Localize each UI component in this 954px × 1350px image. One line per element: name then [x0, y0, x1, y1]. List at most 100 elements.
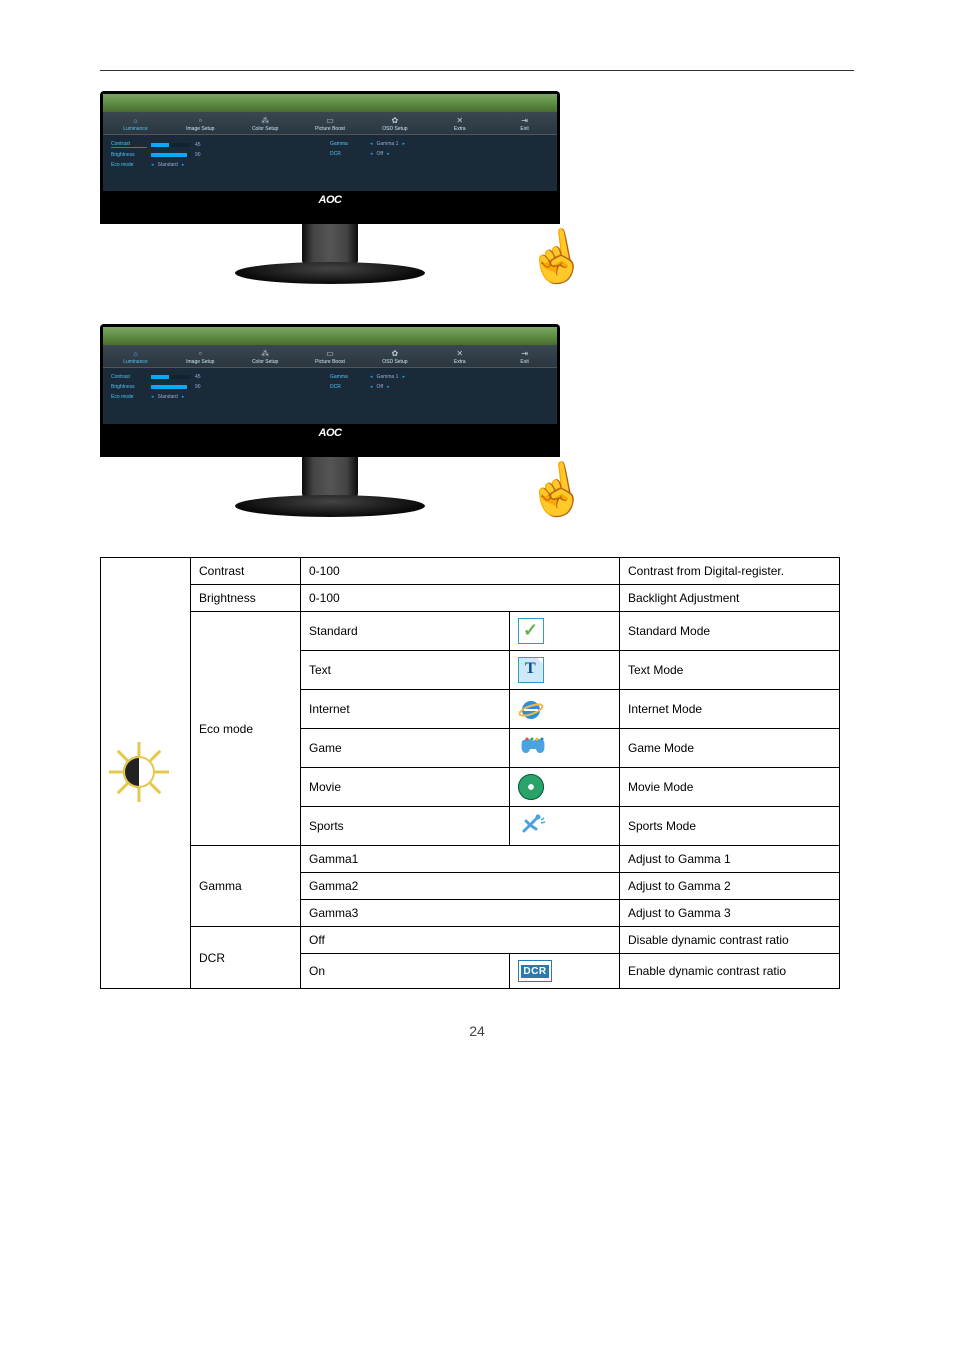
- palette-icon: ⁂: [233, 349, 298, 359]
- stand-base: [235, 262, 425, 284]
- tab-osd-setup[interactable]: ✿OSD Setup: [362, 345, 427, 367]
- tab-picture-boost[interactable]: ▭Picture Boost: [298, 112, 363, 134]
- tab-luminance[interactable]: ☼Luminance: [103, 345, 168, 367]
- tab-label: OSD Setup: [382, 359, 407, 365]
- screen: ☼Luminance ▫Image Setup ⁂Color Setup ▭Pi…: [103, 327, 557, 424]
- cell-desc: Enable dynamic contrast ratio: [620, 954, 840, 989]
- cell-icon: [510, 690, 620, 729]
- cell-icon: [510, 768, 620, 807]
- slider[interactable]: [151, 375, 191, 379]
- tab-color-setup[interactable]: ⁂Color Setup: [233, 345, 298, 367]
- cell-option: Gamma3: [301, 900, 620, 927]
- tab-label: Picture Boost: [315, 126, 345, 132]
- cell-desc: Text Mode: [620, 651, 840, 690]
- cell-desc: Disable dynamic contrast ratio: [620, 927, 840, 954]
- right-arrow-icon[interactable]: ▸: [402, 141, 405, 147]
- label: Eco mode: [111, 394, 147, 400]
- label: Brightness: [111, 384, 147, 390]
- value: Off: [377, 151, 384, 157]
- cell-category: DCR: [191, 927, 301, 989]
- cell-option: 0-100: [301, 558, 620, 585]
- slider[interactable]: [151, 153, 191, 157]
- wallpaper: [103, 94, 557, 112]
- cell-desc: Contrast from Digital-register.: [620, 558, 840, 585]
- left-arrow-icon[interactable]: ◂: [370, 141, 373, 147]
- value: Off: [377, 384, 384, 390]
- window-icon: ▭: [298, 116, 363, 126]
- value: Standard: [158, 394, 178, 400]
- tab-image-setup[interactable]: ▫Image Setup: [168, 345, 233, 367]
- monitor-figure-1: ☼Luminance ▫Image Setup ⁂Color Setup ▭Pi…: [100, 91, 560, 284]
- cell-category: Contrast: [191, 558, 301, 585]
- cell-icon: [510, 807, 620, 846]
- right-arrow-icon[interactable]: ▸: [387, 384, 390, 390]
- stand-neck: [302, 224, 358, 266]
- internet-icon: [518, 696, 544, 722]
- value: 45: [195, 142, 201, 148]
- right-arrow-icon[interactable]: ▸: [182, 394, 185, 400]
- right-arrow-icon[interactable]: ▸: [182, 162, 185, 168]
- slider[interactable]: [151, 143, 191, 147]
- tab-label: Color Setup: [252, 359, 278, 365]
- row-contrast[interactable]: Contrast 45: [111, 141, 330, 148]
- cell-option: Standard: [301, 612, 510, 651]
- tab-label: Picture Boost: [315, 359, 345, 365]
- runner-icon: [518, 813, 544, 839]
- tab-picture-boost[interactable]: ▭Picture Boost: [298, 345, 363, 367]
- cell-icon: [510, 612, 620, 651]
- right-arrow-icon[interactable]: ▸: [387, 151, 390, 157]
- gear-icon: ✿: [362, 116, 427, 126]
- row-dcr[interactable]: DCR ◂ Off ▸: [330, 151, 549, 157]
- left-arrow-icon[interactable]: ◂: [370, 374, 373, 380]
- cell-option: Gamma1: [301, 846, 620, 873]
- row-ecomode[interactable]: Eco mode ◂ Standard ▸: [111, 394, 330, 400]
- right-arrow-icon[interactable]: ▸: [402, 374, 405, 380]
- row-brightness[interactable]: Brightness 90: [111, 384, 330, 390]
- cell-option: 0-100: [301, 585, 620, 612]
- left-arrow-icon[interactable]: ◂: [370, 384, 373, 390]
- tab-label: Luminance: [123, 126, 147, 132]
- tab-image-setup[interactable]: ▫Image Setup: [168, 112, 233, 134]
- cell-desc: Sports Mode: [620, 807, 840, 846]
- slider-fill: [151, 385, 187, 389]
- slider-fill: [151, 143, 169, 147]
- row-gamma[interactable]: Gamma ◂ Gamma 1 ▸: [330, 141, 549, 147]
- value: Standard: [158, 162, 178, 168]
- tab-label: Extra: [454, 359, 466, 365]
- value: Gamma 1: [377, 141, 399, 147]
- label: DCR: [330, 151, 366, 157]
- monitor-bezel: ☼Luminance ▫Image Setup ⁂Color Setup ▭Pi…: [100, 91, 560, 224]
- cell-option: Gamma2: [301, 873, 620, 900]
- osd-col-left: Contrast 45 Brightness 90 Eco mode ◂: [111, 141, 330, 185]
- tab-osd-setup[interactable]: ✿OSD Setup: [362, 112, 427, 134]
- tab-extra[interactable]: ✕Extra: [427, 112, 492, 134]
- left-arrow-icon[interactable]: ◂: [370, 151, 373, 157]
- tab-exit[interactable]: ⇥Exit: [492, 345, 557, 367]
- dcr-icon: DCR: [518, 960, 552, 982]
- label: Contrast: [111, 141, 147, 148]
- stand-neck: [302, 457, 358, 499]
- row-dcr[interactable]: DCR ◂ Off ▸: [330, 384, 549, 390]
- row-ecomode[interactable]: Eco mode ◂ Standard ▸: [111, 162, 330, 168]
- slider[interactable]: [151, 385, 191, 389]
- sun-icon: ☼: [103, 349, 168, 359]
- left-arrow-icon[interactable]: ◂: [151, 162, 154, 168]
- tab-luminance[interactable]: ☼Luminance: [103, 112, 168, 134]
- tools-icon: ✕: [427, 116, 492, 126]
- label: Contrast: [111, 374, 147, 380]
- osd-col-right: Gamma ◂ Gamma 1 ▸ DCR ◂ Off ▸: [330, 374, 549, 418]
- luminance-icon: [109, 742, 169, 802]
- osd-toolbar: ☼Luminance ▫Image Setup ⁂Color Setup ▭Pi…: [103, 345, 557, 368]
- window-icon: ▭: [298, 349, 363, 359]
- monitor-stand: ☝: [100, 457, 560, 517]
- slider-fill: [151, 153, 187, 157]
- tab-exit[interactable]: ⇥Exit: [492, 112, 557, 134]
- cell-option: Movie: [301, 768, 510, 807]
- tab-extra[interactable]: ✕Extra: [427, 345, 492, 367]
- left-arrow-icon[interactable]: ◂: [151, 394, 154, 400]
- row-contrast[interactable]: Contrast 45: [111, 374, 330, 380]
- tab-color-setup[interactable]: ⁂Color Setup: [233, 112, 298, 134]
- row-gamma[interactable]: Gamma ◂ Gamma 1 ▸: [330, 374, 549, 380]
- tab-label: Image Setup: [186, 359, 214, 365]
- row-brightness[interactable]: Brightness 90: [111, 152, 330, 158]
